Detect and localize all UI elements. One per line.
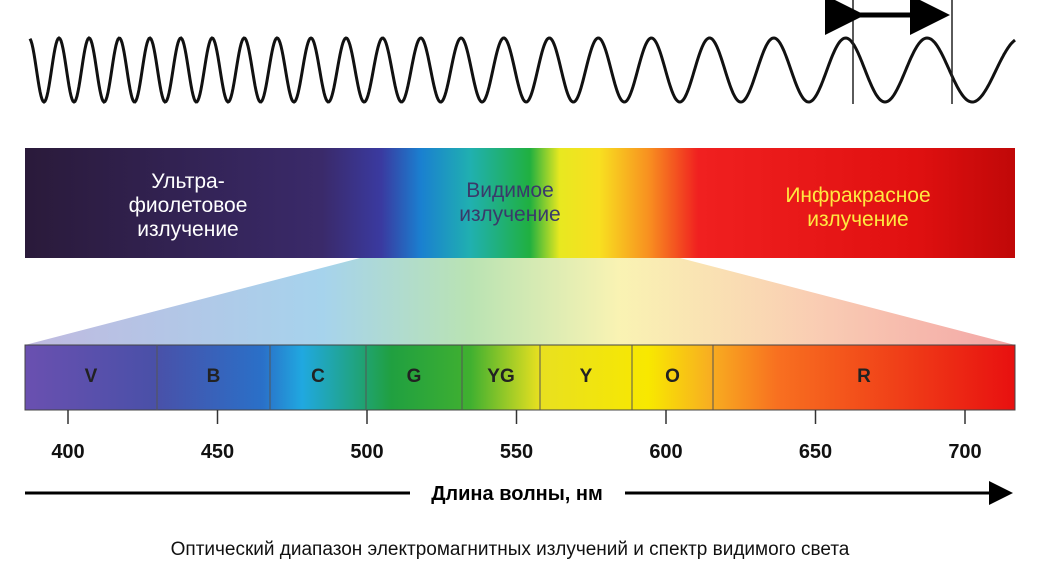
- region-label: фиолетовое: [129, 194, 248, 217]
- band-label: V: [85, 366, 98, 387]
- tick-label: 600: [649, 441, 682, 463]
- tick-label: 400: [51, 441, 84, 463]
- spectrum-fan: [25, 258, 1015, 345]
- band-label: C: [311, 366, 325, 387]
- tick-label: 700: [948, 441, 981, 463]
- region-label: излучение: [137, 218, 239, 241]
- tick-label: 450: [201, 441, 234, 463]
- region-label: Видимое: [466, 179, 554, 202]
- region-label: Ультра-: [151, 170, 224, 193]
- tick-label: 650: [799, 441, 832, 463]
- band-label: Y: [580, 366, 593, 387]
- tick-label: 500: [350, 441, 383, 463]
- tick-label: 550: [500, 441, 533, 463]
- spectrum-bar: [25, 148, 1015, 258]
- band-label: B: [207, 366, 221, 387]
- wave: [28, 36, 1016, 104]
- region-label: излучение: [459, 203, 561, 226]
- caption: Оптический диапазон электромагнитных изл…: [171, 539, 850, 560]
- region-label: Инфракрасное: [785, 184, 930, 207]
- band-label: R: [857, 366, 871, 387]
- band-label: YG: [487, 366, 514, 387]
- band-label: G: [407, 366, 422, 387]
- band-label: O: [665, 366, 680, 387]
- visible-bar: [24, 344, 1016, 411]
- region-label: излучение: [807, 208, 909, 231]
- axis-label: Длина волны, нм: [431, 483, 603, 505]
